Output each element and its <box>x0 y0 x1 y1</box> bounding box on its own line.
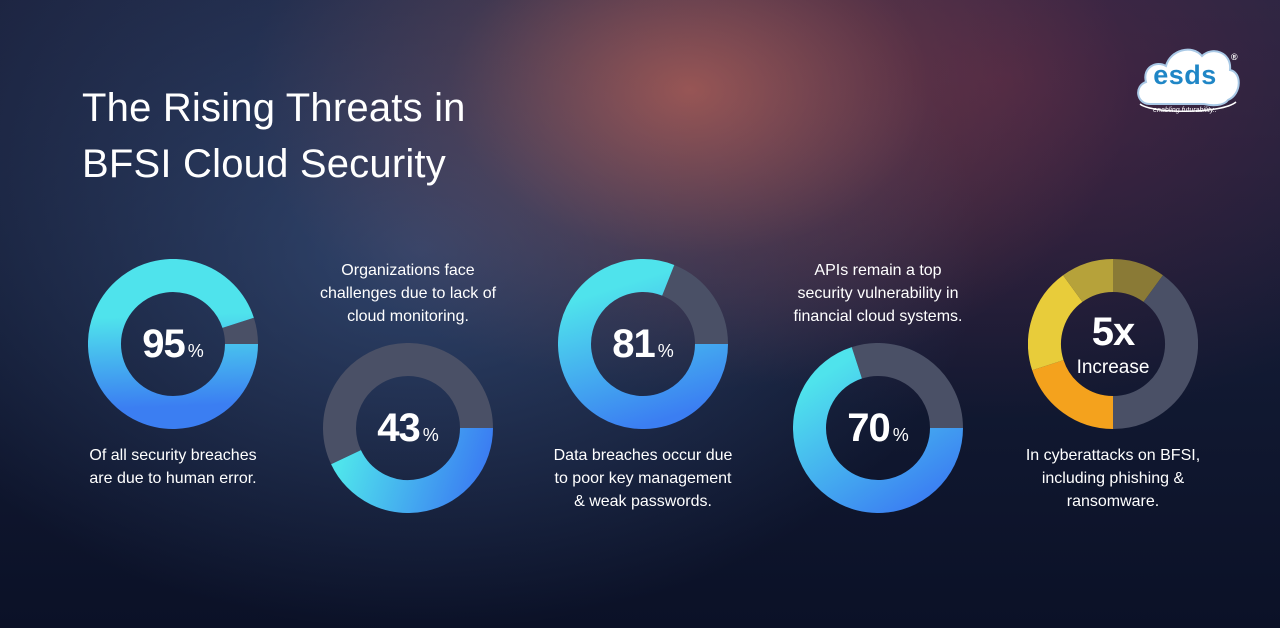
donut-unit: % <box>657 340 674 361</box>
donut-center: 95 % <box>88 259 258 429</box>
donut-chart-human-error: 95 % <box>88 259 258 429</box>
donut-svg <box>558 259 728 429</box>
donut-segment-1 <box>1032 359 1114 429</box>
caption-key-management: Data breaches occur due to poor key mana… <box>523 444 763 513</box>
caption-line: Of all security breaches <box>89 447 257 464</box>
donut-chart-api-vulnerability: 70 % <box>793 343 963 513</box>
donut-unit: % <box>187 340 204 361</box>
donut-segment-2 <box>1028 275 1084 371</box>
caption-line: to poor key management <box>554 470 732 487</box>
donut-remaining-segment <box>661 264 728 345</box>
title-line-1: The Rising Threats in <box>82 86 466 130</box>
donut-center: 43 % <box>323 343 493 513</box>
page-title: The Rising Threats in BFSI Cloud Securit… <box>82 80 466 192</box>
caption-line: financial cloud systems. <box>793 308 963 325</box>
donut-svg <box>793 343 963 513</box>
title-line-2: BFSI Cloud Security <box>82 142 446 186</box>
caption-line: ransomware. <box>1066 493 1160 510</box>
caption-line: cloud monitoring. <box>347 308 469 325</box>
donut-value: 95 <box>142 321 185 366</box>
caption-cloud-monitoring: Organizations face challenges due to lac… <box>288 259 528 328</box>
caption-line: In cyberattacks on BFSI, <box>1025 447 1201 464</box>
donut-unit: % <box>422 424 439 445</box>
caption-api-vulnerability: APIs remain a top security vulnerability… <box>758 259 998 328</box>
donut-unit: % <box>892 424 909 445</box>
registered-mark: ® <box>1231 52 1238 62</box>
caption-line: are due to human error. <box>89 470 257 487</box>
logo-wordmark: esds <box>1153 60 1217 90</box>
donut-svg <box>88 259 258 429</box>
donut-remaining-segment <box>222 317 258 345</box>
donut-filled-segment <box>331 427 493 513</box>
donut-svg <box>323 343 493 513</box>
caption-line: including phishing & <box>1041 470 1185 487</box>
donut-center: 5x Increase <box>1028 259 1198 429</box>
caption-line: challenges due to lack of <box>319 285 497 302</box>
donut-sub-label: Increase <box>1076 356 1150 378</box>
donut-remaining-segment <box>851 343 963 429</box>
donut-value: 5x <box>1091 309 1135 354</box>
donut-filled-segment <box>793 347 963 513</box>
donut-filled-segment <box>558 259 728 429</box>
donut-chart-cloud-monitoring: 43 % <box>323 343 493 513</box>
caption-line: Data breaches occur due <box>553 447 733 464</box>
caption-line: security vulnerability in <box>797 285 959 302</box>
caption-line: Organizations face <box>341 262 475 279</box>
donut-center: 70 % <box>793 343 963 513</box>
caption-cyberattack-increase: In cyberattacks on BFSI, including phish… <box>993 444 1233 513</box>
donut-chart-cyberattack-increase: 5x Increase <box>1028 259 1198 429</box>
donut-segment-4 <box>1112 259 1163 303</box>
donut-value: 70 <box>847 405 890 450</box>
donut-segment-3 <box>1063 259 1114 303</box>
caption-line: APIs remain a top <box>814 262 942 279</box>
donut-filled-segment <box>88 259 258 429</box>
donut-chart-key-management: 81 % <box>558 259 728 429</box>
cloud-logo-icon <box>1137 48 1240 113</box>
logo-tagline: enabling futurability.. <box>1153 107 1217 114</box>
caption-line: & weak passwords. <box>574 493 712 510</box>
donut-svg <box>1028 259 1198 429</box>
caption-human-error: Of all security breaches are due to huma… <box>53 444 293 490</box>
donut-segment-5 <box>1112 275 1198 429</box>
donut-value: 81 <box>612 321 655 366</box>
donut-center: 81 % <box>558 259 728 429</box>
donut-remaining-segment <box>323 343 493 465</box>
donut-value: 43 <box>377 405 420 450</box>
esds-logo: esds ® enabling futurability.. <box>1132 38 1244 122</box>
